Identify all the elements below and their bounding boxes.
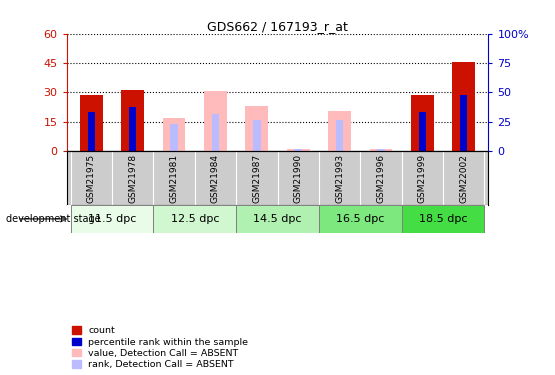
Text: GSM21987: GSM21987 bbox=[253, 154, 261, 203]
Text: GSM21975: GSM21975 bbox=[87, 154, 96, 203]
Bar bbox=[80, 95, 103, 151]
Text: GSM22002: GSM22002 bbox=[459, 154, 468, 203]
Bar bbox=[245, 106, 268, 151]
Title: GDS662 / 167193_r_at: GDS662 / 167193_r_at bbox=[207, 20, 348, 33]
Bar bbox=[418, 112, 426, 151]
Bar bbox=[212, 114, 219, 151]
Text: 18.5 dpc: 18.5 dpc bbox=[418, 214, 467, 224]
Bar bbox=[129, 107, 137, 151]
Bar bbox=[460, 95, 467, 151]
Bar bbox=[170, 124, 178, 151]
Text: GSM21981: GSM21981 bbox=[170, 154, 179, 203]
Text: GSM21993: GSM21993 bbox=[335, 154, 344, 203]
Bar bbox=[88, 112, 95, 151]
Bar bbox=[336, 120, 343, 151]
Bar bbox=[377, 149, 385, 151]
Bar bbox=[153, 205, 236, 232]
Bar bbox=[328, 111, 351, 151]
Bar bbox=[295, 149, 302, 151]
Bar bbox=[402, 205, 485, 232]
Text: GSM21978: GSM21978 bbox=[128, 154, 137, 203]
Bar bbox=[319, 205, 402, 232]
Bar bbox=[122, 90, 144, 151]
Text: GSM21999: GSM21999 bbox=[418, 154, 427, 203]
Text: 14.5 dpc: 14.5 dpc bbox=[253, 214, 302, 224]
Bar bbox=[163, 118, 185, 151]
Text: development stage: development stage bbox=[6, 214, 100, 224]
Bar bbox=[204, 92, 227, 151]
Text: 16.5 dpc: 16.5 dpc bbox=[336, 214, 385, 224]
Bar bbox=[287, 149, 310, 151]
Bar bbox=[452, 62, 475, 151]
Text: 12.5 dpc: 12.5 dpc bbox=[170, 214, 219, 224]
Text: GSM21990: GSM21990 bbox=[294, 154, 302, 203]
Bar bbox=[70, 205, 153, 232]
Text: GSM21984: GSM21984 bbox=[211, 154, 220, 203]
Bar bbox=[411, 95, 433, 151]
Bar bbox=[370, 149, 392, 151]
Legend: count, percentile rank within the sample, value, Detection Call = ABSENT, rank, : count, percentile rank within the sample… bbox=[72, 325, 249, 370]
Text: GSM21996: GSM21996 bbox=[376, 154, 385, 203]
Bar bbox=[253, 120, 260, 151]
Bar bbox=[236, 205, 319, 232]
Text: 11.5 dpc: 11.5 dpc bbox=[88, 214, 137, 224]
